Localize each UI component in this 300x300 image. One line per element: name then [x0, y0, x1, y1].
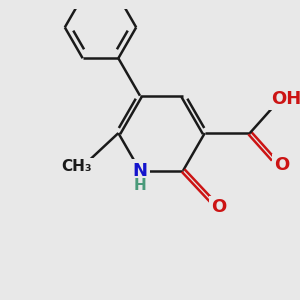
Text: OH: OH: [271, 90, 300, 108]
Text: N: N: [132, 161, 147, 179]
Text: O: O: [274, 156, 289, 174]
Text: H: H: [134, 178, 146, 193]
Text: O: O: [211, 198, 226, 216]
Text: CH₃: CH₃: [62, 159, 92, 174]
